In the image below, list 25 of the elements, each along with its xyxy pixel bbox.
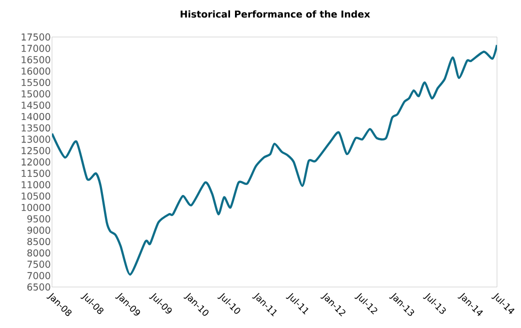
y-tick-label: 9500 [27,215,50,222]
y-tick-label: 8000 [27,249,50,256]
y-tick-label: 14000 [22,112,50,120]
y-tick-label: 10000 [22,204,50,212]
chart-title: Historical Performance of the Index [180,10,370,18]
y-tick-label: 11500 [22,170,50,177]
y-tick-label: 17500 [22,33,50,41]
y-tick-label: 6500 [27,283,50,291]
line-series [52,44,498,276]
y-tick-label: 16000 [22,68,50,75]
y-tick-label: 7000 [28,272,50,280]
y-tick-label: 16500 [22,56,50,64]
y-tick-label: 9000 [27,226,50,234]
y-tick-label: 15000 [22,90,50,98]
y-tick-label: 7500 [28,260,50,268]
y-tick-label: 10500 [22,192,50,200]
y-tick-label: 13000 [22,136,50,143]
y-tick-label: 11000 [22,181,50,188]
y-tick-label: 12500 [22,147,50,154]
y-tick-label: 13500 [22,124,50,132]
y-tick-label: 17000 [22,44,50,52]
y-tick-label: 8500 [27,238,50,246]
y-tick-label: 12000 [22,158,50,166]
y-tick-label: 15500 [22,78,50,86]
y-tick-label: 14500 [22,102,50,109]
